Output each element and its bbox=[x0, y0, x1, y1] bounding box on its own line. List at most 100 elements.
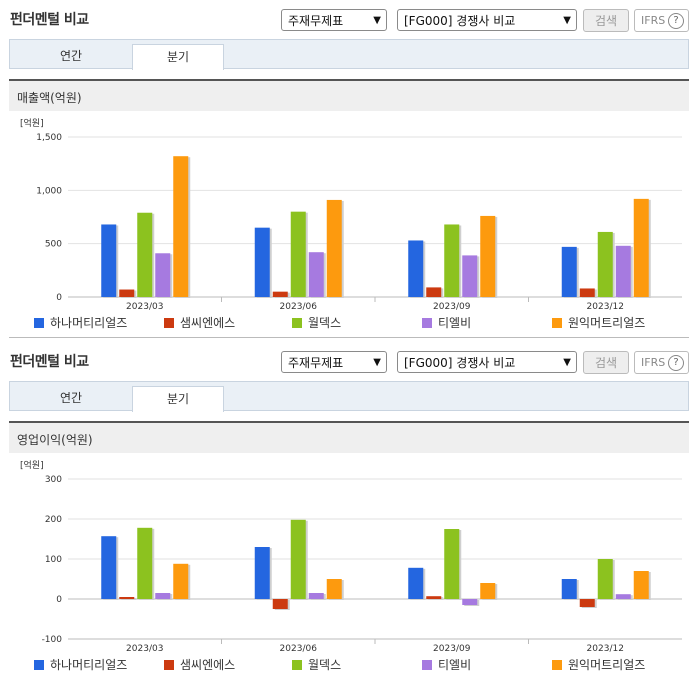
panel-header: 펀더멘털 비교 주재무제표 ▼ [FG000] 경쟁사 비교 ▼ 검색 IFRS? bbox=[0, 342, 696, 376]
legend-item[interactable]: 하나머티리얼즈 bbox=[34, 656, 127, 673]
bar bbox=[119, 289, 135, 297]
bar bbox=[254, 547, 270, 599]
tab-quarterly[interactable]: 분기 bbox=[132, 386, 224, 412]
x-tick-label: 2023/03 bbox=[126, 644, 163, 654]
bar bbox=[326, 579, 342, 599]
statement-select[interactable]: 주재무제표 ▼ bbox=[281, 9, 387, 31]
ifrs-button[interactable]: IFRS? bbox=[634, 9, 689, 32]
legend-label: 월덱스 bbox=[308, 316, 342, 330]
period-tabs: 연간 분기 bbox=[9, 39, 689, 70]
chart-legend: 하나머티리얼즈 샘씨엔에스 월덱스 티엘비 원익머트리얼즈 bbox=[0, 656, 696, 672]
statement-select-value: 주재무제표 bbox=[288, 14, 344, 28]
legend-swatch bbox=[292, 318, 302, 328]
chevron-down-icon: ▼ bbox=[563, 15, 571, 26]
legend-swatch bbox=[552, 318, 562, 328]
panel-title: 펀더멘털 비교 bbox=[10, 354, 89, 370]
bar bbox=[119, 597, 135, 599]
bar bbox=[444, 529, 460, 599]
search-button[interactable]: 검색 bbox=[583, 9, 629, 32]
bar bbox=[579, 288, 595, 297]
bar bbox=[101, 224, 117, 297]
bar bbox=[633, 571, 649, 599]
y-unit-label: [억원] bbox=[20, 459, 44, 471]
legend-item[interactable]: 월덱스 bbox=[292, 656, 341, 673]
help-icon: ? bbox=[668, 13, 684, 29]
tab-annual[interactable]: 연간 bbox=[59, 391, 83, 405]
legend-swatch bbox=[34, 660, 44, 670]
bar bbox=[426, 287, 442, 297]
bar bbox=[561, 246, 577, 297]
bar bbox=[444, 224, 460, 297]
legend-item[interactable]: 티엘비 bbox=[422, 314, 471, 331]
panel-header: 펀더멘털 비교 주재무제표 ▼ [FG000] 경쟁사 비교 ▼ 검색 IFRS? bbox=[0, 0, 696, 34]
ifrs-button[interactable]: IFRS? bbox=[634, 351, 689, 374]
legend-item[interactable]: 원익머트리얼즈 bbox=[552, 314, 645, 331]
panel-title: 펀더멘털 비교 bbox=[10, 12, 89, 28]
x-tick-label: 2023/09 bbox=[433, 644, 471, 654]
peer-group-select-value: [FG000] 경쟁사 비교 bbox=[404, 14, 516, 28]
legend-swatch bbox=[422, 318, 432, 328]
search-button[interactable]: 검색 bbox=[583, 351, 629, 374]
y-tick-label: 500 bbox=[45, 240, 62, 250]
chevron-down-icon: ▼ bbox=[373, 15, 381, 26]
legend-item[interactable]: 티엘비 bbox=[422, 656, 471, 673]
ifrs-label: IFRS bbox=[641, 14, 666, 27]
peer-group-select-value: [FG000] 경쟁사 비교 bbox=[404, 356, 516, 370]
legend-item[interactable]: 하나머티리얼즈 bbox=[34, 314, 127, 331]
operating-income-chart: [억원] -100 0 100 200 300 2023/03 2023/06 2023/09 2… bbox=[20, 459, 682, 654]
bar bbox=[308, 593, 324, 599]
statement-select[interactable]: 주재무제표 ▼ bbox=[281, 351, 387, 373]
section-header: 매출액(억원) bbox=[9, 79, 689, 111]
legend-label: 샘씨엔에스 bbox=[180, 658, 236, 672]
y-tick-label: 1,500 bbox=[36, 133, 62, 143]
bar bbox=[272, 291, 288, 297]
bar bbox=[155, 253, 171, 297]
legend-item[interactable]: 샘씨엔에스 bbox=[164, 656, 235, 673]
bar bbox=[290, 211, 306, 297]
legend-label: 하나머티리얼즈 bbox=[50, 316, 128, 330]
bar bbox=[272, 599, 288, 609]
bar bbox=[254, 227, 270, 297]
x-tick-label: 2023/12 bbox=[587, 644, 624, 654]
y-tick-label: 1,000 bbox=[36, 186, 62, 196]
x-tick-label: 2023/06 bbox=[280, 302, 318, 312]
legend-swatch bbox=[422, 660, 432, 670]
bar bbox=[408, 240, 424, 297]
bar bbox=[579, 599, 595, 607]
legend-item[interactable]: 원익머트리얼즈 bbox=[552, 656, 645, 673]
bar bbox=[462, 599, 478, 605]
y-unit-label: [억원] bbox=[20, 117, 44, 129]
bar bbox=[155, 593, 171, 599]
legend-item[interactable]: 월덱스 bbox=[292, 314, 341, 331]
legend-label: 월덱스 bbox=[308, 658, 342, 672]
bar bbox=[480, 215, 496, 297]
section-label: 매출액(억원) bbox=[17, 91, 82, 105]
legend-swatch bbox=[164, 660, 174, 670]
bar bbox=[137, 212, 153, 297]
legend-swatch bbox=[292, 660, 302, 670]
bar bbox=[101, 536, 117, 599]
bar bbox=[137, 527, 153, 599]
peer-group-select[interactable]: [FG000] 경쟁사 비교 ▼ bbox=[397, 351, 577, 373]
tab-annual[interactable]: 연간 bbox=[59, 49, 83, 63]
legend-label: 원익머트리얼즈 bbox=[568, 658, 646, 672]
peer-group-select[interactable]: [FG000] 경쟁사 비교 ▼ bbox=[397, 9, 577, 31]
legend-label: 하나머티리얼즈 bbox=[50, 658, 128, 672]
bar bbox=[426, 596, 442, 599]
y-tick-label: 200 bbox=[45, 515, 62, 525]
bar bbox=[615, 594, 631, 599]
bar bbox=[308, 252, 324, 297]
x-tick-label: 2023/06 bbox=[280, 644, 318, 654]
bar bbox=[597, 231, 613, 297]
y-tick-label: 100 bbox=[45, 555, 62, 565]
chart-legend: 하나머티리얼즈 샘씨엔에스 월덱스 티엘비 원익머트리얼즈 bbox=[0, 314, 696, 330]
y-tick-label: 300 bbox=[45, 475, 62, 485]
chevron-down-icon: ▼ bbox=[563, 357, 571, 368]
tab-quarterly[interactable]: 분기 bbox=[132, 44, 224, 70]
legend-swatch bbox=[34, 318, 44, 328]
fundamental-panel-revenue: 펀더멘털 비교 주재무제표 ▼ [FG000] 경쟁사 비교 ▼ 검색 IFRS? … bbox=[0, 0, 696, 340]
bar bbox=[633, 198, 649, 297]
legend-item[interactable]: 샘씨엔에스 bbox=[164, 314, 235, 331]
ifrs-label: IFRS bbox=[641, 356, 666, 369]
y-tick-label: -100 bbox=[42, 635, 63, 645]
